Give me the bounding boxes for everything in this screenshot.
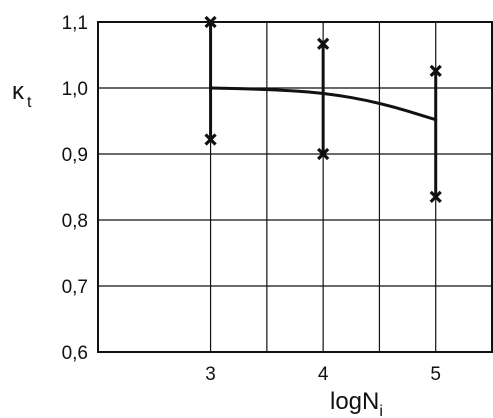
y-tick-label: 1,1 [62, 13, 88, 34]
y-tick-label: 0,9 [62, 145, 88, 166]
y-tick-label: 1,0 [62, 79, 88, 100]
x-tick-label: 3 [205, 364, 216, 385]
x-tick-label: 4 [318, 364, 329, 385]
x-axis-label-symbol: logN [330, 388, 379, 415]
range-high-marker [429, 64, 442, 77]
x-tick-label: 5 [430, 364, 441, 385]
range-high-marker [317, 37, 330, 50]
range-low-marker [204, 133, 217, 146]
range-low-marker [429, 190, 442, 204]
y-tick-label: 0,7 [62, 277, 88, 298]
range-layer [204, 15, 442, 204]
mean-curve [209, 86, 438, 122]
x-axis-label: logNi [330, 388, 383, 418]
x-tick-labels: 3 4 5 [205, 364, 441, 385]
y-axis-label-subscript: t [27, 94, 32, 111]
y-axis-label-symbol: κ [12, 78, 25, 105]
y-tick-labels: 0,6 0,7 0,8 0,9 1,0 1,1 [62, 13, 88, 364]
range-low-marker [317, 147, 330, 161]
plot-frame [97, 21, 493, 353]
curve-layer [209, 86, 438, 122]
x-axis-label-subscript: i [379, 403, 383, 418]
range-high-marker [204, 15, 217, 29]
y-tick-label: 0,6 [62, 343, 88, 364]
y-tick-label: 0,8 [62, 211, 88, 232]
